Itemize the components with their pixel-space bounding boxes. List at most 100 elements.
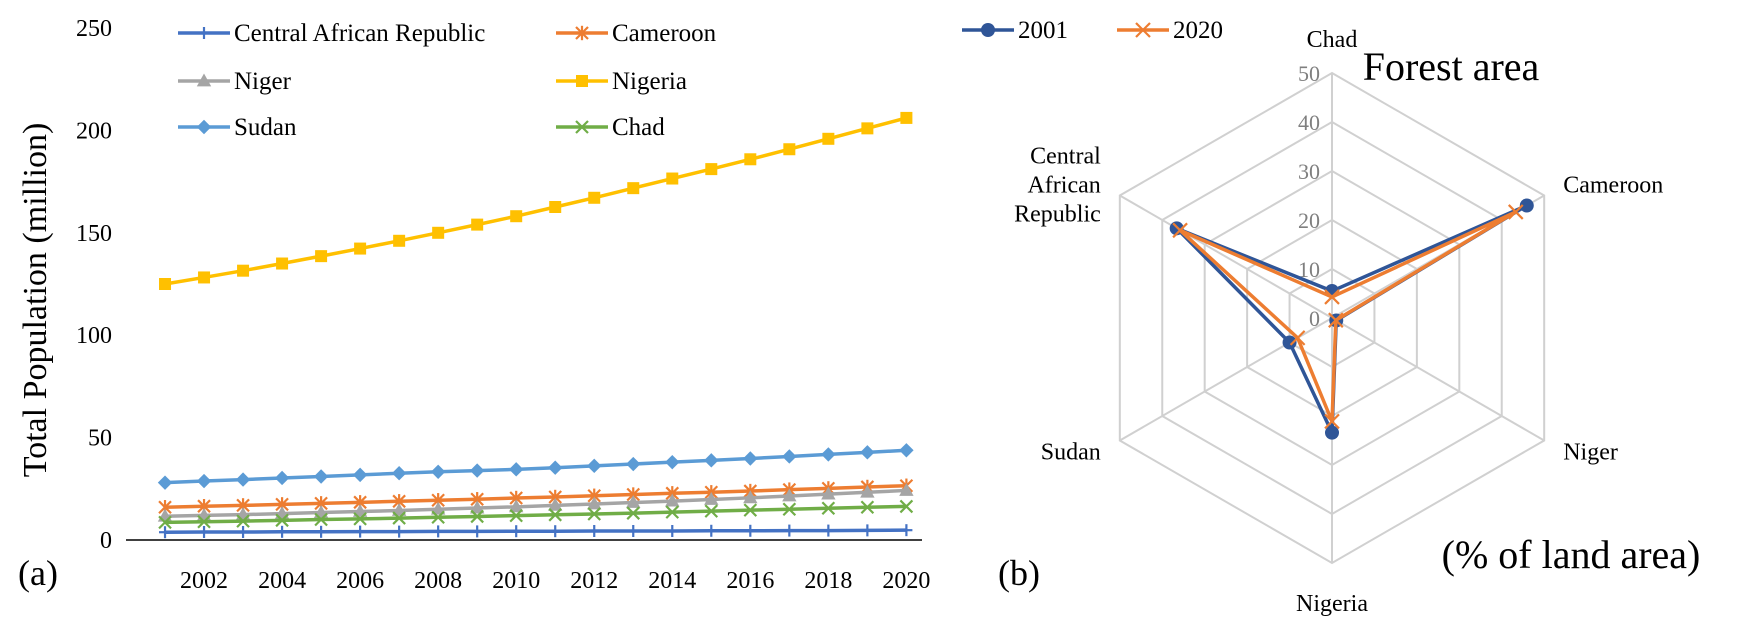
data-point — [157, 475, 173, 490]
radar-data-point — [1289, 330, 1306, 346]
x-tick-label: 2008 — [414, 568, 462, 594]
data-point — [274, 470, 290, 486]
data-point — [432, 525, 445, 538]
data-point — [782, 488, 797, 502]
data-point — [313, 469, 329, 484]
series-central-african-republic — [159, 524, 913, 539]
data-point — [509, 508, 523, 523]
data-point — [354, 525, 367, 538]
legend-label: Nigeria — [612, 68, 687, 95]
data-point — [236, 514, 250, 528]
data-point — [391, 503, 407, 516]
data-point — [587, 458, 602, 474]
x-tick-label: 2020 — [882, 568, 930, 594]
legend-label: Chad — [612, 114, 665, 141]
series-chad — [158, 499, 914, 530]
data-point — [782, 502, 797, 517]
data-point — [469, 500, 485, 514]
series-line — [164, 488, 907, 518]
data-point — [744, 524, 757, 537]
data-point — [821, 486, 836, 500]
data-point — [899, 482, 914, 496]
radar-tick-label: 30 — [1298, 159, 1320, 184]
data-point — [899, 499, 914, 514]
data-point — [432, 226, 445, 239]
legend-label: Cameroon — [612, 20, 717, 47]
data-point — [198, 526, 211, 539]
x-tick-label: 2010 — [492, 568, 540, 594]
series-line — [164, 504, 907, 525]
data-point — [860, 484, 875, 498]
data-point — [666, 524, 679, 537]
data-point — [198, 271, 211, 284]
data-point — [626, 506, 641, 520]
data-point — [510, 210, 523, 223]
data-point — [743, 490, 758, 504]
y-tick-label: 50 — [88, 426, 112, 452]
radar-data-point — [1328, 312, 1344, 328]
legend-marker — [575, 120, 589, 134]
data-point — [666, 172, 679, 185]
x-tick-label: 2014 — [648, 568, 696, 594]
legend-entry-nigeria: Nigeria — [556, 68, 687, 95]
data-point — [430, 464, 446, 480]
data-point — [549, 525, 562, 538]
data-point — [393, 525, 406, 538]
data-point — [705, 163, 718, 176]
line-chart-legend: Central African Republic Cameroon Niger Nig… — [178, 20, 717, 141]
data-point — [471, 525, 484, 538]
data-point — [822, 132, 835, 145]
data-point — [744, 153, 757, 166]
data-point — [508, 499, 524, 513]
data-point — [665, 454, 680, 470]
data-point — [471, 218, 484, 231]
radar-axis-label-chad: Chad — [1307, 27, 1358, 53]
data-point — [860, 500, 875, 515]
data-point — [469, 463, 485, 478]
legend-entry-chad: Chad — [556, 114, 665, 141]
data-point — [237, 526, 250, 539]
data-point — [470, 509, 484, 524]
radar-series-2020 — [1172, 204, 1524, 430]
data-point — [391, 466, 407, 481]
radar-axis-label-cameroon: Cameroon — [1563, 173, 1663, 199]
data-point — [705, 524, 718, 537]
legend-entry-niger: Niger — [178, 68, 292, 95]
data-point — [352, 467, 368, 483]
data-point — [315, 525, 328, 538]
data-point — [159, 278, 172, 290]
legend-marker — [981, 23, 995, 37]
legend-label: Central African Republic — [234, 20, 485, 47]
data-point — [197, 514, 211, 529]
legend-entry-cameroon: Cameroon — [556, 20, 717, 47]
data-point — [276, 257, 289, 270]
data-point — [314, 512, 328, 527]
x-tick-label: 2004 — [258, 568, 306, 594]
legend-marker — [196, 119, 212, 135]
y-tick-label: 250 — [76, 16, 112, 42]
radar-data-point — [1172, 222, 1188, 239]
data-point — [548, 508, 562, 522]
data-point — [704, 453, 719, 468]
data-point — [431, 510, 445, 525]
legend-entry-central-african-republic: Central African Republic — [178, 20, 485, 47]
data-point — [782, 449, 797, 464]
data-point — [822, 524, 835, 537]
radar-series-line — [1178, 210, 1517, 423]
data-point — [587, 507, 602, 521]
data-point — [704, 504, 719, 518]
data-point — [665, 493, 680, 507]
data-point — [743, 451, 758, 466]
data-point — [743, 503, 758, 517]
legend-marker — [575, 25, 589, 41]
y-tick-label: 0 — [100, 528, 112, 554]
data-point — [510, 525, 523, 538]
radar-tick-label: 20 — [1298, 208, 1320, 233]
x-tick-label: 2012 — [570, 568, 618, 594]
y-tick-label: 100 — [76, 323, 112, 349]
data-point — [899, 443, 914, 458]
x-tick-label: 2016 — [726, 568, 774, 594]
radar-axis-label-nigeria: Nigeria — [1296, 591, 1368, 617]
x-tick-label: 2002 — [180, 568, 228, 594]
